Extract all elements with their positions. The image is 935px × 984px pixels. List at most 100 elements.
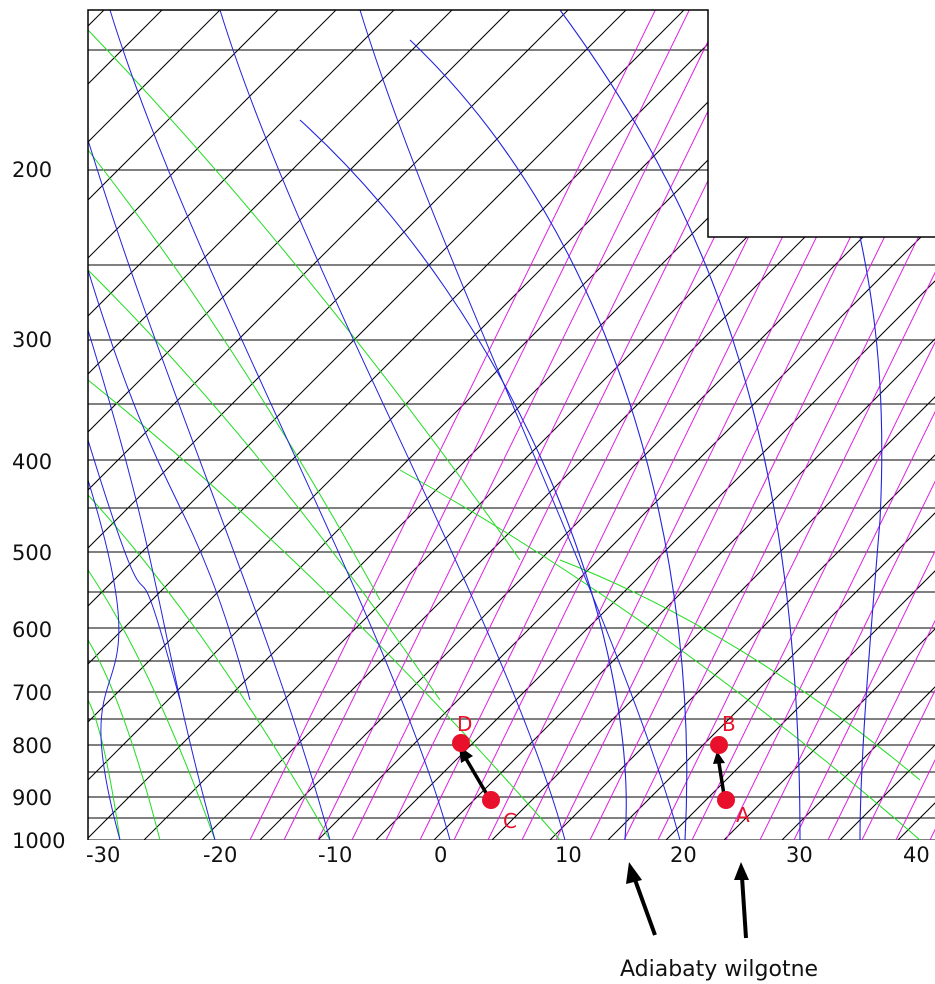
mixing-ratio-line <box>896 0 935 840</box>
pressure-label-1000: 1000 <box>12 829 65 853</box>
point-c-label: C <box>503 809 517 833</box>
isotherm-line <box>259 391 708 840</box>
saturation-line <box>88 380 560 840</box>
mixing-ratio-line <box>521 458 708 840</box>
saturation-line <box>88 149 381 601</box>
point-d-marker <box>452 734 470 752</box>
mixing-ratio-line <box>708 237 920 670</box>
saturation-line <box>88 379 561 840</box>
point-a-marker <box>717 791 735 809</box>
dry-adiabat-line <box>88 269 251 701</box>
isotherm-line <box>0 10 46 840</box>
pressure-label-700: 700 <box>12 681 52 705</box>
isotherm-line <box>708 338 935 567</box>
saturation-line <box>88 640 160 840</box>
saturation-line <box>88 269 441 701</box>
moist-adiabats-caption: Adiabaty wilgotne <box>620 957 818 982</box>
saturation-line <box>399 469 708 671</box>
pressure-label-600: 600 <box>12 618 52 642</box>
pressure-label-500: 500 <box>12 541 52 565</box>
isotherm-line <box>88 10 569 491</box>
temperature-label-0: 0 <box>434 843 447 867</box>
mixing-ratio-line <box>861 689 935 840</box>
dry-adiabat-line <box>88 329 216 840</box>
isotherm-line <box>0 10 742 840</box>
isotherm-line <box>88 159 708 781</box>
mixing-ratio-line <box>708 237 886 600</box>
mixing-ratio-line <box>708 237 716 252</box>
temperature-axis: -30 -20 -10 0 10 20 30 40 <box>86 843 930 867</box>
saturation-line <box>88 639 161 840</box>
mixing-ratio-line <box>793 550 935 840</box>
mixing-ratio-line <box>419 249 708 840</box>
mixing-ratio-line <box>895 759 935 840</box>
isotherm-line <box>88 10 627 549</box>
isotherm-line <box>88 217 708 839</box>
temperature-label--10: -10 <box>318 843 352 867</box>
saturation-line <box>88 29 521 561</box>
temperature-label-40: 40 <box>903 843 930 867</box>
isotherm-line <box>433 565 708 840</box>
pressure-label-800: 800 <box>12 734 52 758</box>
isotherm-line <box>708 237 748 277</box>
dry-adiabat-line <box>88 139 331 840</box>
isotherm-line <box>88 101 708 723</box>
point-c-marker <box>482 791 500 809</box>
point-d-label: D <box>457 712 472 736</box>
plot-lines-right <box>0 0 935 840</box>
isotherm-line <box>88 43 708 665</box>
saturation-line <box>88 570 215 840</box>
mixing-ratio-line <box>708 237 852 530</box>
temperature-label--20: -20 <box>203 843 237 867</box>
isotherm-line <box>88 10 685 607</box>
isotherm-line <box>88 10 337 259</box>
mixing-ratio-line <box>555 527 708 840</box>
isotherm-line <box>375 507 708 840</box>
caption-pointers <box>626 862 749 939</box>
temperature-label-20: 20 <box>670 843 697 867</box>
mixing-ratio-line <box>385 179 708 840</box>
saturation-line <box>88 699 121 840</box>
saturation-line <box>88 494 331 840</box>
isotherm-line <box>143 275 708 840</box>
isotherm-line <box>88 10 395 317</box>
isotherm-line <box>317 449 708 840</box>
dry-adiabat-line <box>88 140 330 840</box>
mixing-ratio-line <box>726 0 935 840</box>
isotherm-line <box>88 10 279 201</box>
isotherm-line <box>781 686 935 840</box>
isotherm-line <box>0 10 278 840</box>
mixing-ratio-line <box>453 318 708 840</box>
saturation-line <box>88 495 330 840</box>
temperature-label-30: 30 <box>786 843 813 867</box>
pressure-label-400: 400 <box>12 450 52 474</box>
mixing-ratio-line <box>623 666 708 840</box>
isotherm-line <box>0 10 800 840</box>
isotherm-line <box>708 237 864 393</box>
mixing-ratio-line <box>759 480 935 840</box>
dry-adiabat-line <box>219 10 566 840</box>
saturation-line <box>708 630 921 781</box>
dry-adiabat-line <box>109 10 451 840</box>
mixing-ratio-line <box>708 237 818 461</box>
mixing-ratio-line <box>589 597 708 840</box>
mixing-ratio-line <box>708 271 935 739</box>
dry-adiabat-line <box>88 479 121 840</box>
mixing-ratio-line <box>760 0 935 840</box>
mixing-ratio-line <box>386 0 806 840</box>
isotherm-line <box>708 237 806 335</box>
temperature-label-10: 10 <box>555 843 582 867</box>
point-a-label: A <box>736 803 750 827</box>
isotherm-line <box>708 396 935 625</box>
saturation-line <box>708 669 921 840</box>
isotherm-line <box>897 802 935 840</box>
isotherm-line <box>0 10 568 840</box>
dry-adiabat-line <box>110 10 450 840</box>
isotherm-line <box>201 333 708 840</box>
pressure-label-300: 300 <box>12 328 52 352</box>
plot-frame <box>87 9 935 840</box>
isotherm-line <box>0 10 162 840</box>
dry-adiabat-line <box>359 10 681 840</box>
isotherm-line <box>0 10 46 840</box>
